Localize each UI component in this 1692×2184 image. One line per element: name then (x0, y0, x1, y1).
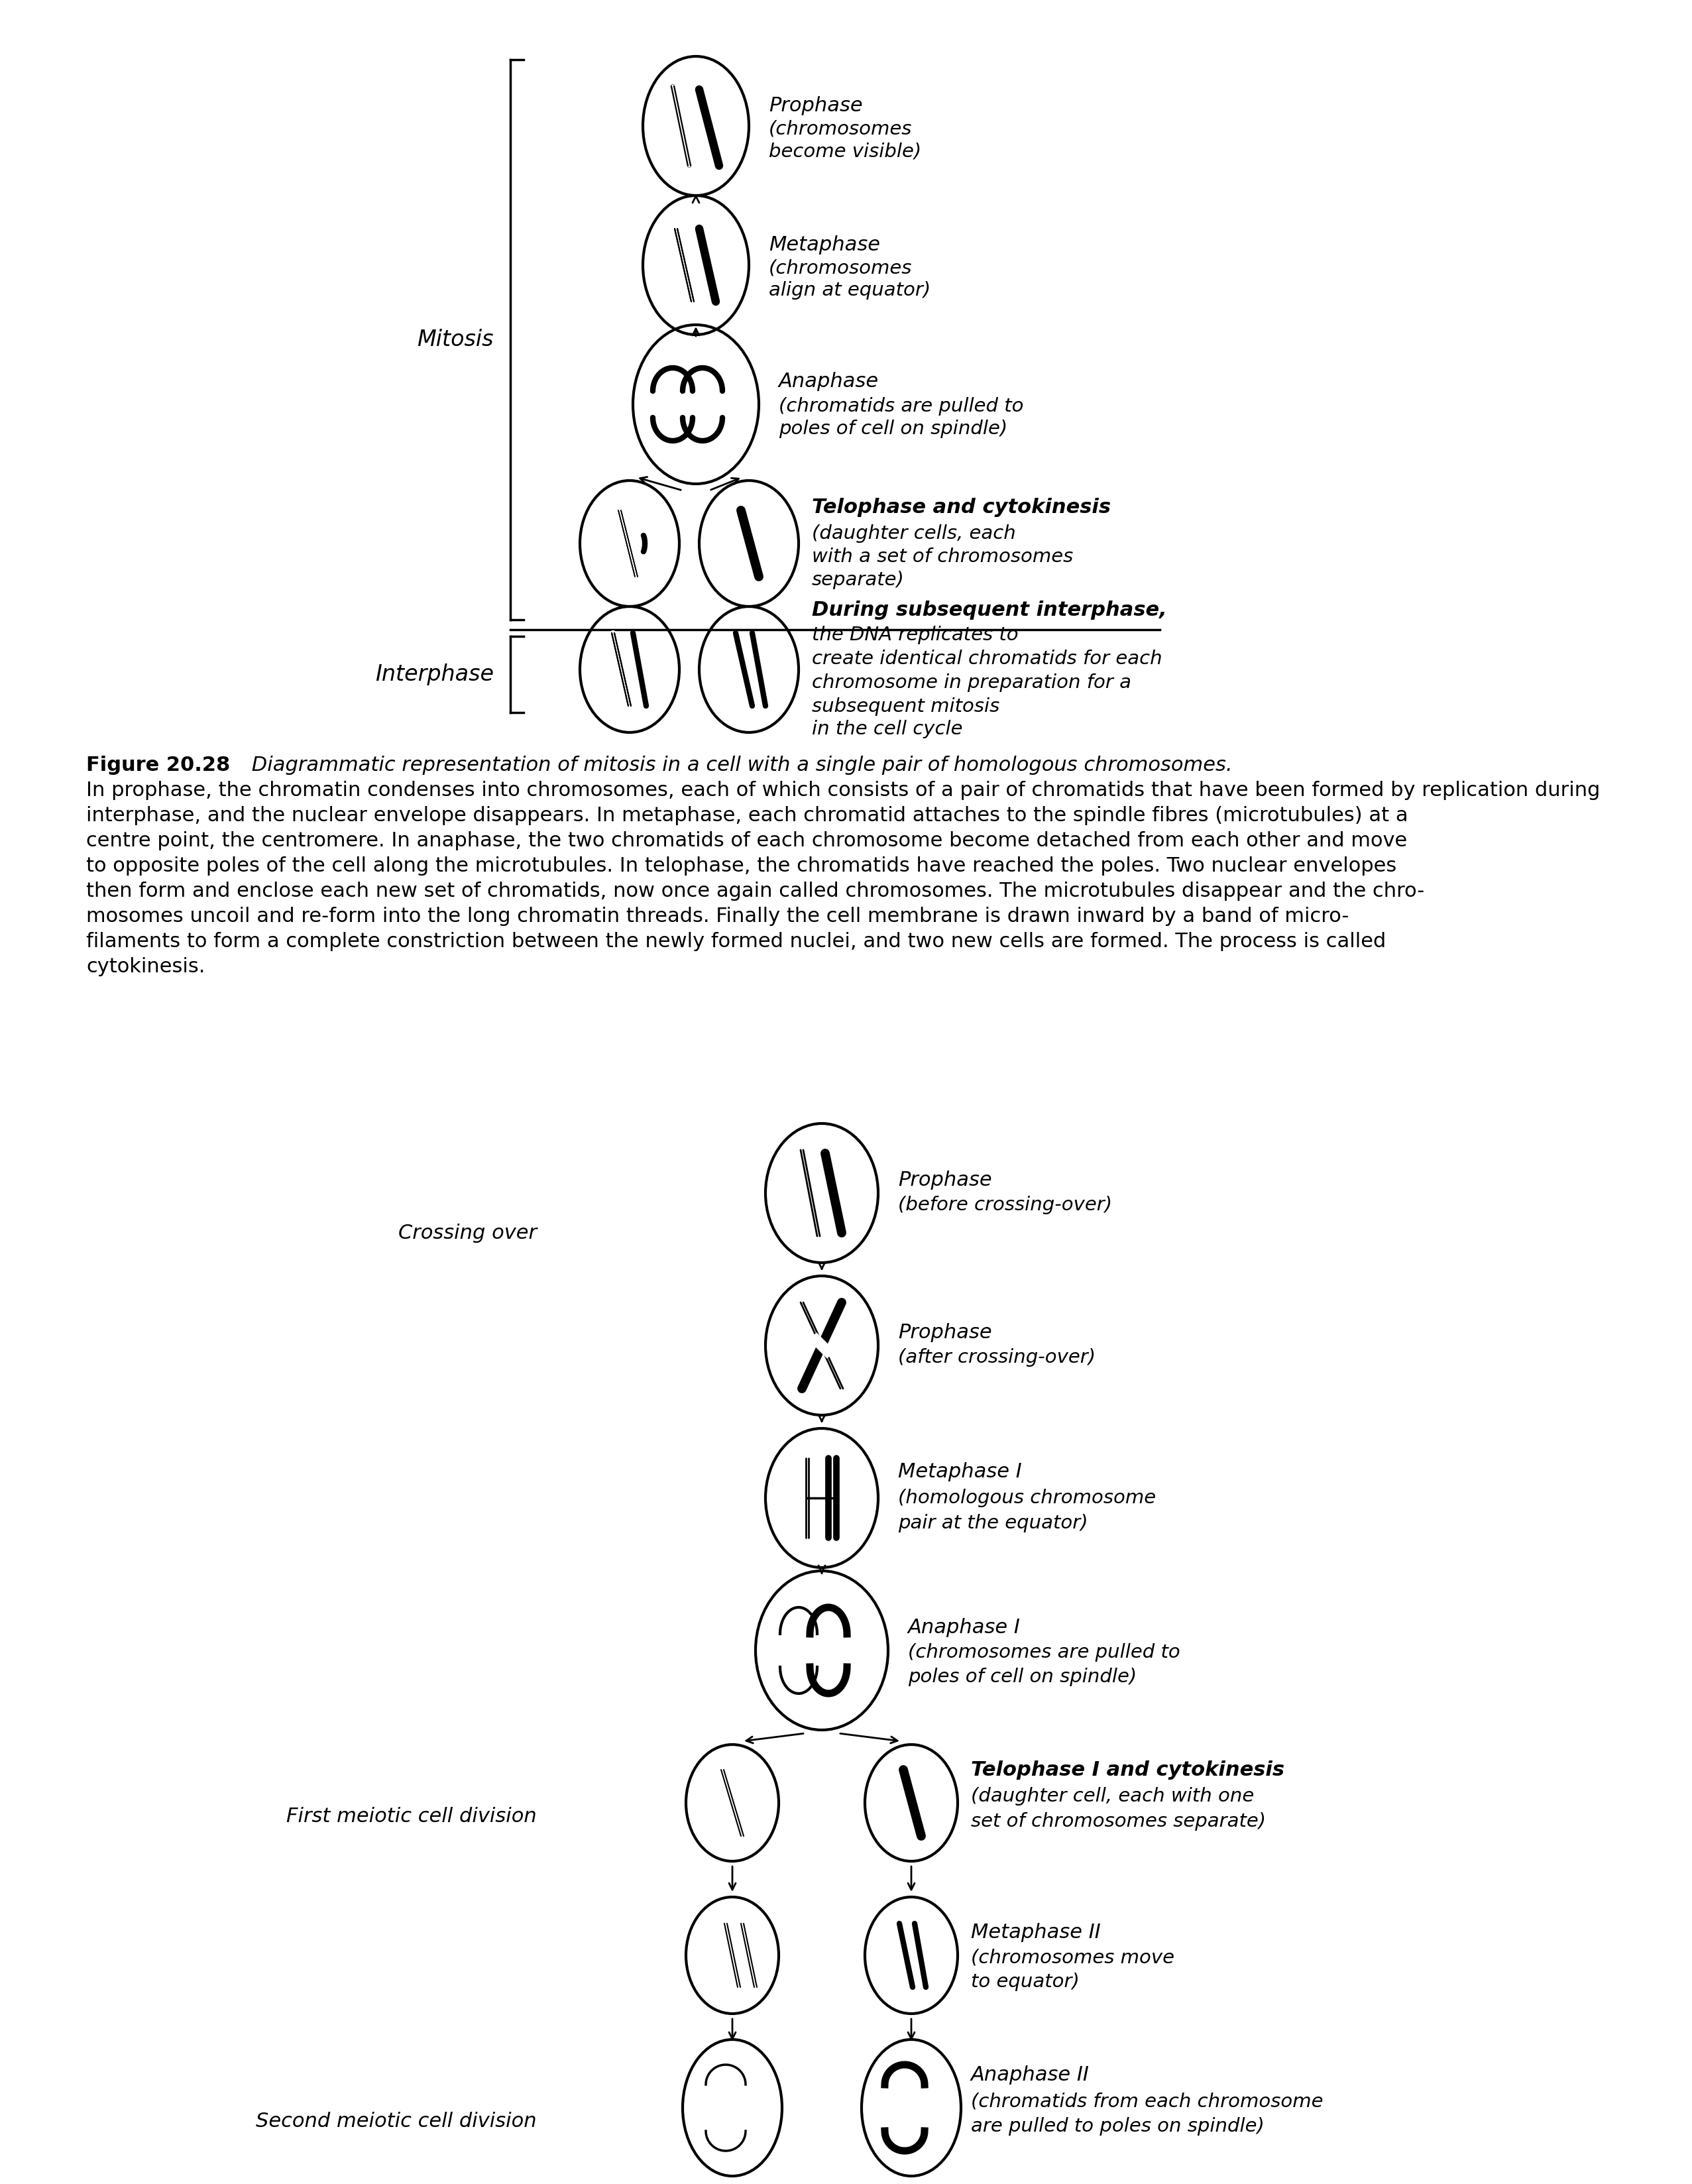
Text: Prophase: Prophase (898, 1171, 992, 1190)
Text: (chromosomes are pulled to: (chromosomes are pulled to (909, 1642, 1181, 1662)
Text: set of chromosomes separate): set of chromosomes separate) (971, 1813, 1266, 1830)
Text: with a set of chromosomes: with a set of chromosomes (812, 548, 1073, 566)
Text: Mitosis: Mitosis (418, 330, 494, 352)
Text: Figure 20.28: Figure 20.28 (86, 756, 230, 775)
Text: in the cell cycle: in the cell cycle (812, 721, 963, 738)
Text: chromosome in preparation for a: chromosome in preparation for a (812, 673, 1132, 692)
Text: poles of cell on spindle): poles of cell on spindle) (909, 1669, 1137, 1686)
Text: (chromatids from each chromosome: (chromatids from each chromosome (971, 2092, 1323, 2110)
Text: Interphase: Interphase (376, 664, 494, 686)
Text: (chromosomes: (chromosomes (768, 120, 912, 138)
Text: Metaphase: Metaphase (768, 236, 880, 256)
Text: then form and enclose each new set of chromatids, now once again called chromoso: then form and enclose each new set of ch… (86, 882, 1425, 900)
Text: cytokinesis.: cytokinesis. (86, 957, 205, 976)
Text: Anaphase I: Anaphase I (909, 1618, 1020, 1636)
Text: First meiotic cell division: First meiotic cell division (286, 1806, 536, 1826)
Text: Prophase: Prophase (768, 96, 863, 116)
Text: Crossing over: Crossing over (398, 1223, 536, 1243)
Text: to opposite poles of the cell along the microtubules. In telophase, the chromati: to opposite poles of the cell along the … (86, 856, 1396, 876)
Text: centre point, the centromere. In anaphase, the two chromatids of each chromosome: centre point, the centromere. In anaphas… (86, 832, 1408, 850)
Text: In prophase, the chromatin condenses into chromosomes, each of which consists of: In prophase, the chromatin condenses int… (86, 782, 1601, 799)
Text: Second meiotic cell division: Second meiotic cell division (255, 2112, 536, 2132)
Text: Diagrammatic representation of mitosis in a cell with a single pair of homologou: Diagrammatic representation of mitosis i… (245, 756, 1232, 775)
Text: Anaphase II: Anaphase II (971, 2066, 1090, 2084)
Text: poles of cell on spindle): poles of cell on spindle) (778, 419, 1007, 439)
Text: become visible): become visible) (768, 142, 922, 159)
Text: the DNA replicates to: the DNA replicates to (812, 625, 1019, 644)
Text: Telophase and cytokinesis: Telophase and cytokinesis (812, 498, 1110, 518)
Text: create identical chromatids for each: create identical chromatids for each (812, 649, 1162, 668)
Text: (daughter cell, each with one: (daughter cell, each with one (971, 1787, 1254, 1806)
Text: (before crossing-over): (before crossing-over) (898, 1195, 1112, 1214)
Text: are pulled to poles on spindle): are pulled to poles on spindle) (971, 2116, 1264, 2136)
Text: mosomes uncoil and re-form into the long chromatin threads. Finally the cell mem: mosomes uncoil and re-form into the long… (86, 906, 1349, 926)
Text: Telophase I and cytokinesis: Telophase I and cytokinesis (971, 1760, 1284, 1780)
Text: During subsequent interphase,: During subsequent interphase, (812, 601, 1167, 620)
Text: Metaphase II: Metaphase II (971, 1922, 1101, 1942)
Text: separate): separate) (812, 570, 905, 590)
Text: (chromosomes: (chromosomes (768, 260, 912, 277)
Text: Metaphase I: Metaphase I (898, 1461, 1022, 1481)
Text: Prophase: Prophase (898, 1324, 992, 1341)
Text: subsequent mitosis: subsequent mitosis (812, 697, 1000, 716)
Text: filaments to form a complete constriction between the newly formed nuclei, and t: filaments to form a complete constrictio… (86, 933, 1386, 952)
Text: interphase, and the nuclear envelope disappears. In metaphase, each chromatid at: interphase, and the nuclear envelope dis… (86, 806, 1408, 826)
Text: (chromatids are pulled to: (chromatids are pulled to (778, 397, 1024, 415)
Text: (after crossing-over): (after crossing-over) (898, 1348, 1096, 1367)
Text: pair at the equator): pair at the equator) (898, 1514, 1088, 1533)
Text: (chromosomes move: (chromosomes move (971, 1948, 1174, 1966)
Text: align at equator): align at equator) (768, 282, 931, 299)
Text: to equator): to equator) (971, 1972, 1079, 1992)
Text: Anaphase: Anaphase (778, 371, 878, 391)
Text: (homologous chromosome: (homologous chromosome (898, 1489, 1156, 1507)
Text: (daughter cells, each: (daughter cells, each (812, 524, 1015, 544)
